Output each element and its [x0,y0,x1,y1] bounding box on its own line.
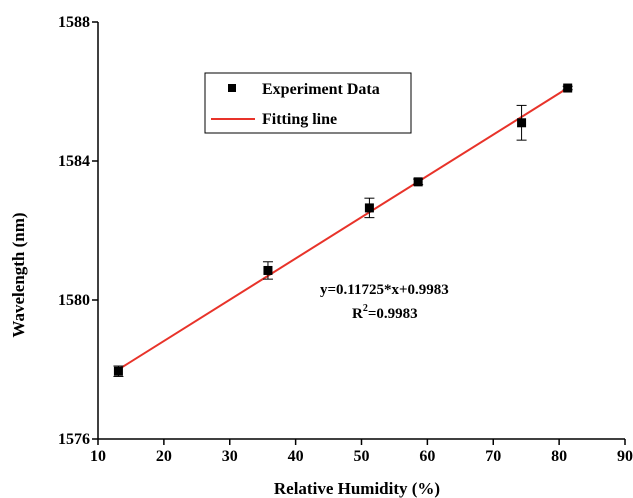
data-point-1 [263,266,272,275]
x-tick-label-10: 10 [90,448,106,465]
x-tick-label-70: 70 [485,448,501,465]
data-point-3 [414,177,423,186]
x-tick-label-90: 90 [617,448,633,465]
x-axis-title: Relative Humidity (%) [274,479,440,498]
legend: Experiment Data Fitting line [205,73,411,133]
legend-marker-experiment [228,84,236,92]
x-tick-label-30: 30 [222,448,238,465]
x-tick-label-40: 40 [288,448,304,465]
y-tick-label-1584: 1584 [58,153,90,170]
r-squared-letter: R [352,306,363,322]
y-tick-label-1588: 1588 [58,14,90,31]
data-point-4 [517,118,526,127]
data-point-2 [365,203,374,212]
r-squared-value: =0.9983 [368,306,418,322]
x-tick-label-80: 80 [551,448,567,465]
y-tick-label-1576: 1576 [58,431,90,448]
data-point-0 [114,367,123,376]
r-squared-label: R2=0.9983 [352,303,418,322]
fit-equation: y=0.11725*x+0.9983 [320,282,449,298]
legend-label-fit: Fitting line [262,111,337,128]
x-tick-label-60: 60 [419,448,435,465]
y-tick-label-1580: 1580 [58,292,90,309]
x-tick-label-50: 50 [354,448,370,465]
legend-label-experiment: Experiment Data [262,81,380,98]
data-point-5 [563,84,572,93]
x-tick-label-20: 20 [156,448,172,465]
y-axis-title: Wavelength (nm) [9,212,28,337]
